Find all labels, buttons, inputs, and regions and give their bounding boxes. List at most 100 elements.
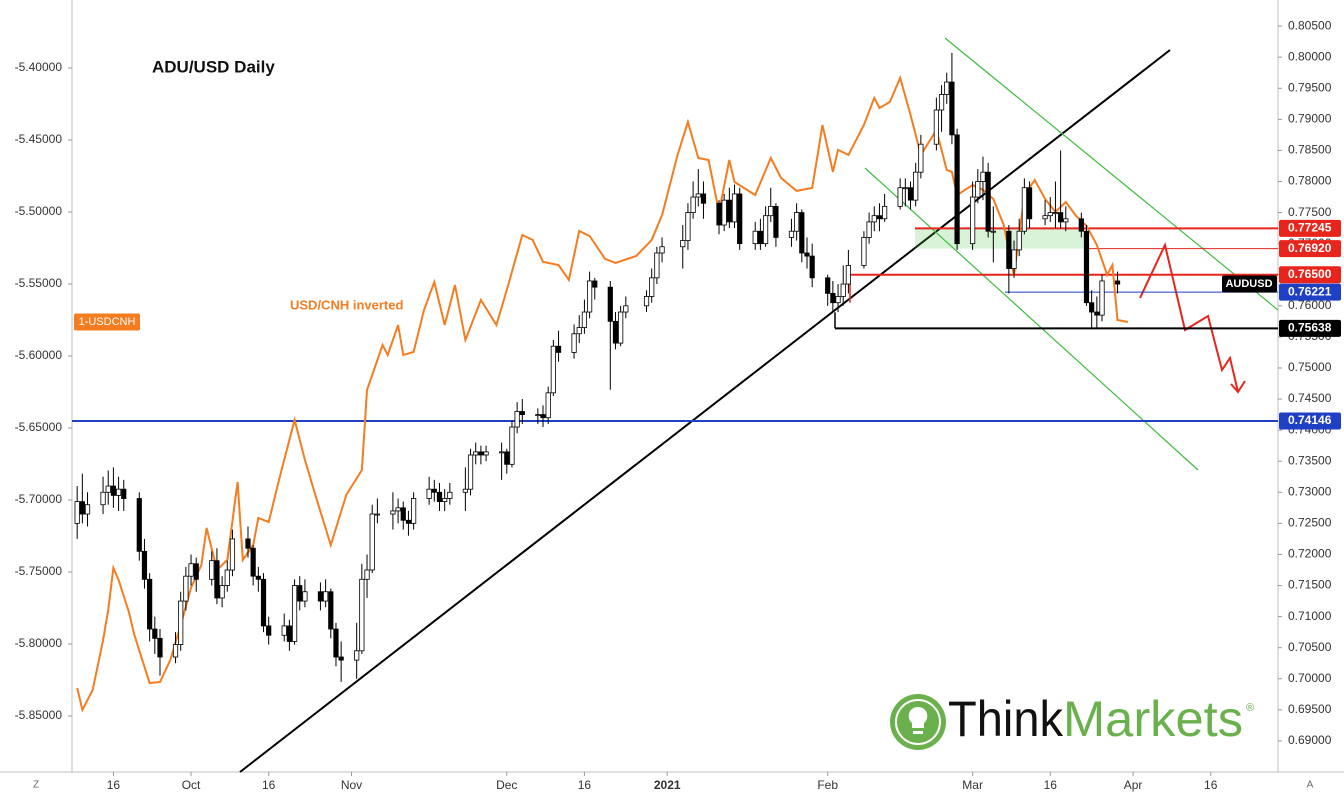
candle-body (509, 426, 515, 465)
y2-tick-label: -5.55000 (15, 276, 63, 290)
y-tick-label: 0.80500 (1288, 18, 1332, 32)
y-tick-label: 0.77500 (1288, 205, 1332, 219)
y2-tick-label: -5.60000 (15, 348, 63, 362)
level-tag-label: 0.76500 (1288, 267, 1332, 281)
candle-body (229, 538, 236, 571)
level-tag-label: 0.77245 (1288, 221, 1332, 235)
candle-body (302, 591, 308, 602)
y-tick-label: 0.74500 (1288, 391, 1332, 405)
candle-body (990, 230, 996, 233)
candle-body (297, 585, 303, 602)
candle-body (985, 171, 991, 232)
candle-body (219, 585, 225, 599)
candle-body (830, 292, 836, 304)
candle-body (338, 656, 344, 661)
level-tag (1279, 266, 1341, 284)
arrow-head (1230, 380, 1246, 394)
candle-body (105, 485, 111, 493)
candle-body (571, 333, 577, 353)
axis-button[interactable]: A (1307, 780, 1314, 791)
axis-button[interactable]: Z (33, 780, 39, 791)
candle-body (245, 538, 251, 549)
logo-ring (895, 699, 941, 745)
level-tag-label: 0.76221 (1288, 284, 1332, 298)
y2-tick-label: -5.80000 (15, 636, 63, 650)
y-tick-label: 0.80000 (1288, 49, 1332, 63)
x-tick-label: 16 (1204, 778, 1218, 792)
candle-body (592, 280, 598, 288)
candle-body (462, 488, 468, 493)
logo-text: Markets (1063, 691, 1243, 747)
x-tick-label: Oct (182, 778, 201, 792)
candle-body (395, 507, 401, 512)
y-tick-label: 0.79500 (1288, 80, 1332, 94)
y-tick-label: 0.69000 (1288, 733, 1332, 747)
candle-body (110, 485, 117, 496)
level-tag-label: 0.76920 (1288, 241, 1332, 255)
candle-body (333, 628, 339, 658)
candle-body (178, 600, 184, 645)
candle-body (157, 637, 163, 658)
candle-body (447, 491, 453, 499)
candle-body (1063, 218, 1069, 223)
candle-body (913, 171, 919, 201)
candle-body (1058, 212, 1064, 223)
y-tick-label: 0.71500 (1288, 578, 1332, 592)
candle-body (535, 414, 541, 416)
candle-body (152, 628, 158, 639)
candle-body (731, 193, 738, 223)
y2-tick-label: -5.75000 (15, 564, 63, 578)
candle-body (825, 277, 831, 294)
y-tick-label: 0.70500 (1288, 640, 1332, 654)
candle-body (840, 283, 846, 297)
candle-body (882, 205, 888, 220)
level-tag (1279, 319, 1341, 337)
candle-body (1006, 230, 1012, 269)
y-tick-label: 0.79000 (1288, 112, 1332, 126)
candle-body (390, 510, 396, 515)
candle-body (209, 560, 215, 580)
candle-body (74, 501, 80, 524)
candle-body (224, 569, 230, 586)
candle-body (618, 311, 624, 344)
overlay-tag-label: 1-USDCNH (79, 316, 136, 328)
candle-body (933, 109, 939, 145)
candle-body (897, 187, 903, 207)
candle-body (1011, 249, 1017, 269)
candle-body (762, 215, 769, 245)
candle-body (442, 498, 448, 503)
candle-body (871, 215, 877, 223)
candle-body (540, 414, 546, 419)
candle-body (514, 411, 520, 428)
logo-text: Think (948, 691, 1064, 747)
candle-body (250, 547, 256, 577)
candle-body (141, 550, 148, 580)
candle-body (949, 81, 955, 136)
candle-body (1042, 215, 1048, 220)
y-tick-label: 0.69500 (1288, 702, 1332, 716)
x-tick-label: Mar (962, 778, 983, 792)
candle-body (281, 625, 287, 636)
candle-body (255, 575, 261, 580)
candle-body (794, 212, 800, 232)
candle-body (716, 202, 722, 226)
candle-body (260, 578, 267, 627)
candle-body (1052, 212, 1059, 214)
candle-body (768, 205, 774, 217)
y2-tick-label: -5.70000 (15, 492, 63, 506)
candle-body (172, 644, 179, 658)
level-tag (1279, 240, 1341, 258)
candle-body (918, 143, 924, 173)
candle-body (804, 252, 810, 257)
candle-body (1114, 280, 1121, 285)
candle-body (115, 488, 122, 496)
candle-body (581, 311, 588, 328)
candle-body (726, 199, 732, 223)
candle-body (550, 345, 556, 394)
logo-bulb (908, 706, 928, 734)
candle-body (1026, 187, 1033, 220)
candle-body (907, 187, 914, 201)
overlay-annotation: USD/CNH inverted (290, 297, 403, 312)
y-tick-label: 0.76000 (1288, 298, 1332, 312)
